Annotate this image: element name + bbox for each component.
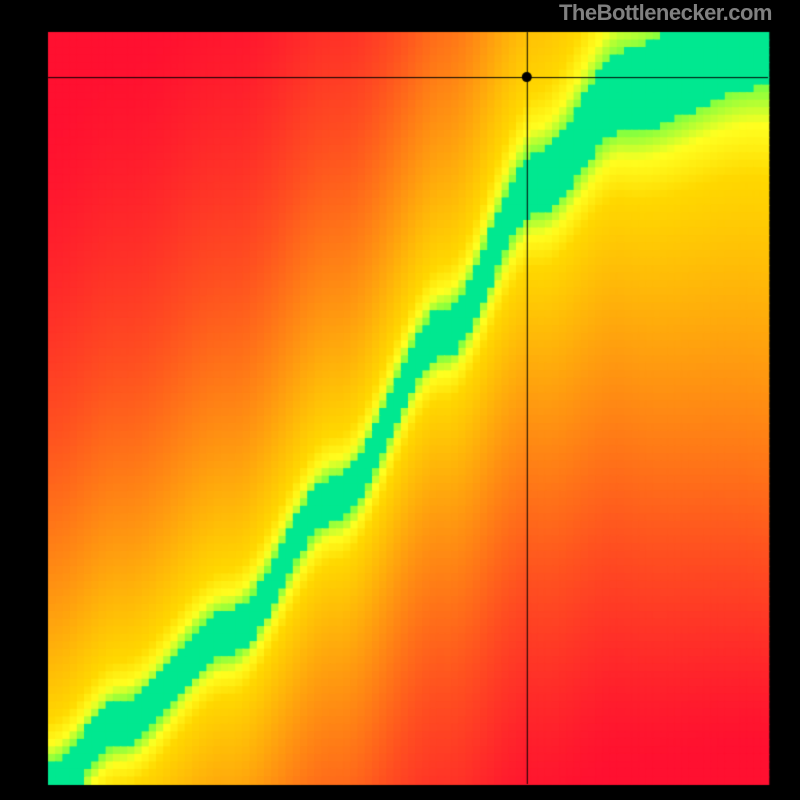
chart-container: TheBottlenecker.com (0, 0, 800, 800)
crosshair-overlay (0, 0, 800, 800)
watermark-text: TheBottlenecker.com (559, 0, 772, 26)
